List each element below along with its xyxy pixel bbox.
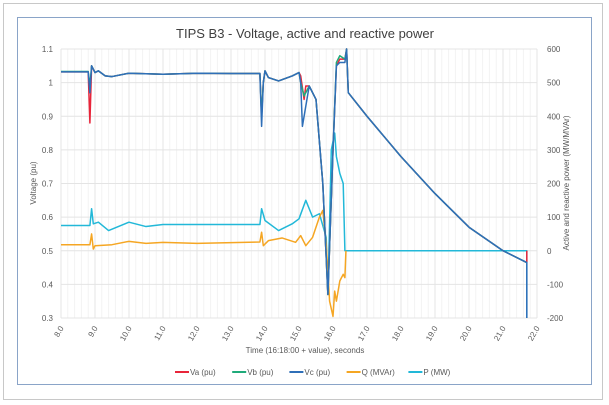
outer-border <box>3 3 603 400</box>
y2-tick-label: 600 <box>547 45 561 54</box>
y2-tick-label: -200 <box>547 314 564 323</box>
series-line-vc <box>61 48 528 318</box>
legend-label: Vc (pu) <box>304 368 330 377</box>
x-tick-label: 8.0 <box>52 324 66 339</box>
x-tick-label: 17.0 <box>356 324 372 342</box>
y2-tick-label: -100 <box>547 280 564 289</box>
x-axis-label: Time (16:18:00 + value), seconds <box>246 346 365 355</box>
legend-label: Q (MVAr) <box>362 368 396 377</box>
y-tick-label: 0.9 <box>42 112 54 121</box>
legend-label: P (MW) <box>423 368 450 377</box>
x-tick-label: 13.0 <box>220 324 236 342</box>
y2-tick-label: 500 <box>547 79 561 88</box>
y2-axis-label: Active and reactive power (MW/MVAr) <box>562 115 571 250</box>
x-tick-label: 10.0 <box>118 324 134 342</box>
y2-tick-label: 200 <box>547 180 561 189</box>
x-tick-label: 12.0 <box>186 324 202 342</box>
y-tick-label: 1.1 <box>42 45 54 54</box>
y-tick-label: 1 <box>49 79 54 88</box>
y-tick-label: 0.8 <box>42 146 54 155</box>
y-tick-label: 0.3 <box>42 314 54 323</box>
x-tick-label: 14.0 <box>254 324 270 342</box>
y-axis-label: Voltage (pu) <box>29 161 38 204</box>
x-tick-label: 22.0 <box>526 324 542 342</box>
x-tick-label: 19.0 <box>424 324 440 342</box>
legend: Va (pu) Vb (pu) Vc (pu) Q (MVAr) P (MW) <box>175 368 451 377</box>
y-tick-label: 0.6 <box>42 213 54 222</box>
x-tick-label: 15.0 <box>288 324 304 342</box>
x-tick-label: 21.0 <box>492 324 508 342</box>
series-line-q <box>61 209 347 318</box>
y2-tick-label: 400 <box>547 112 561 121</box>
chart-border <box>17 17 592 385</box>
y-tick-label: 0.5 <box>42 247 54 256</box>
y-tick-label: 0.7 <box>42 180 54 189</box>
series-line-p <box>61 132 528 318</box>
legend-label: Vb (pu) <box>247 368 274 377</box>
series-line-va <box>61 48 528 296</box>
y2-tick-label: 100 <box>547 213 561 222</box>
chart-title: TIPS B3 - Voltage, active and reactive p… <box>176 26 435 41</box>
x-tick-label: 16.0 <box>322 324 338 342</box>
x-tick-label: 11.0 <box>152 324 168 342</box>
series-line-vb <box>61 48 528 296</box>
x-tick-label: 9.0 <box>86 324 100 339</box>
x-tick-label: 20.0 <box>458 324 474 342</box>
legend-label: Va (pu) <box>190 368 216 377</box>
y2-tick-label: 300 <box>547 146 561 155</box>
x-tick-label: 18.0 <box>390 324 406 342</box>
y-tick-label: 0.4 <box>42 280 54 289</box>
y2-tick-label: 0 <box>547 247 552 256</box>
